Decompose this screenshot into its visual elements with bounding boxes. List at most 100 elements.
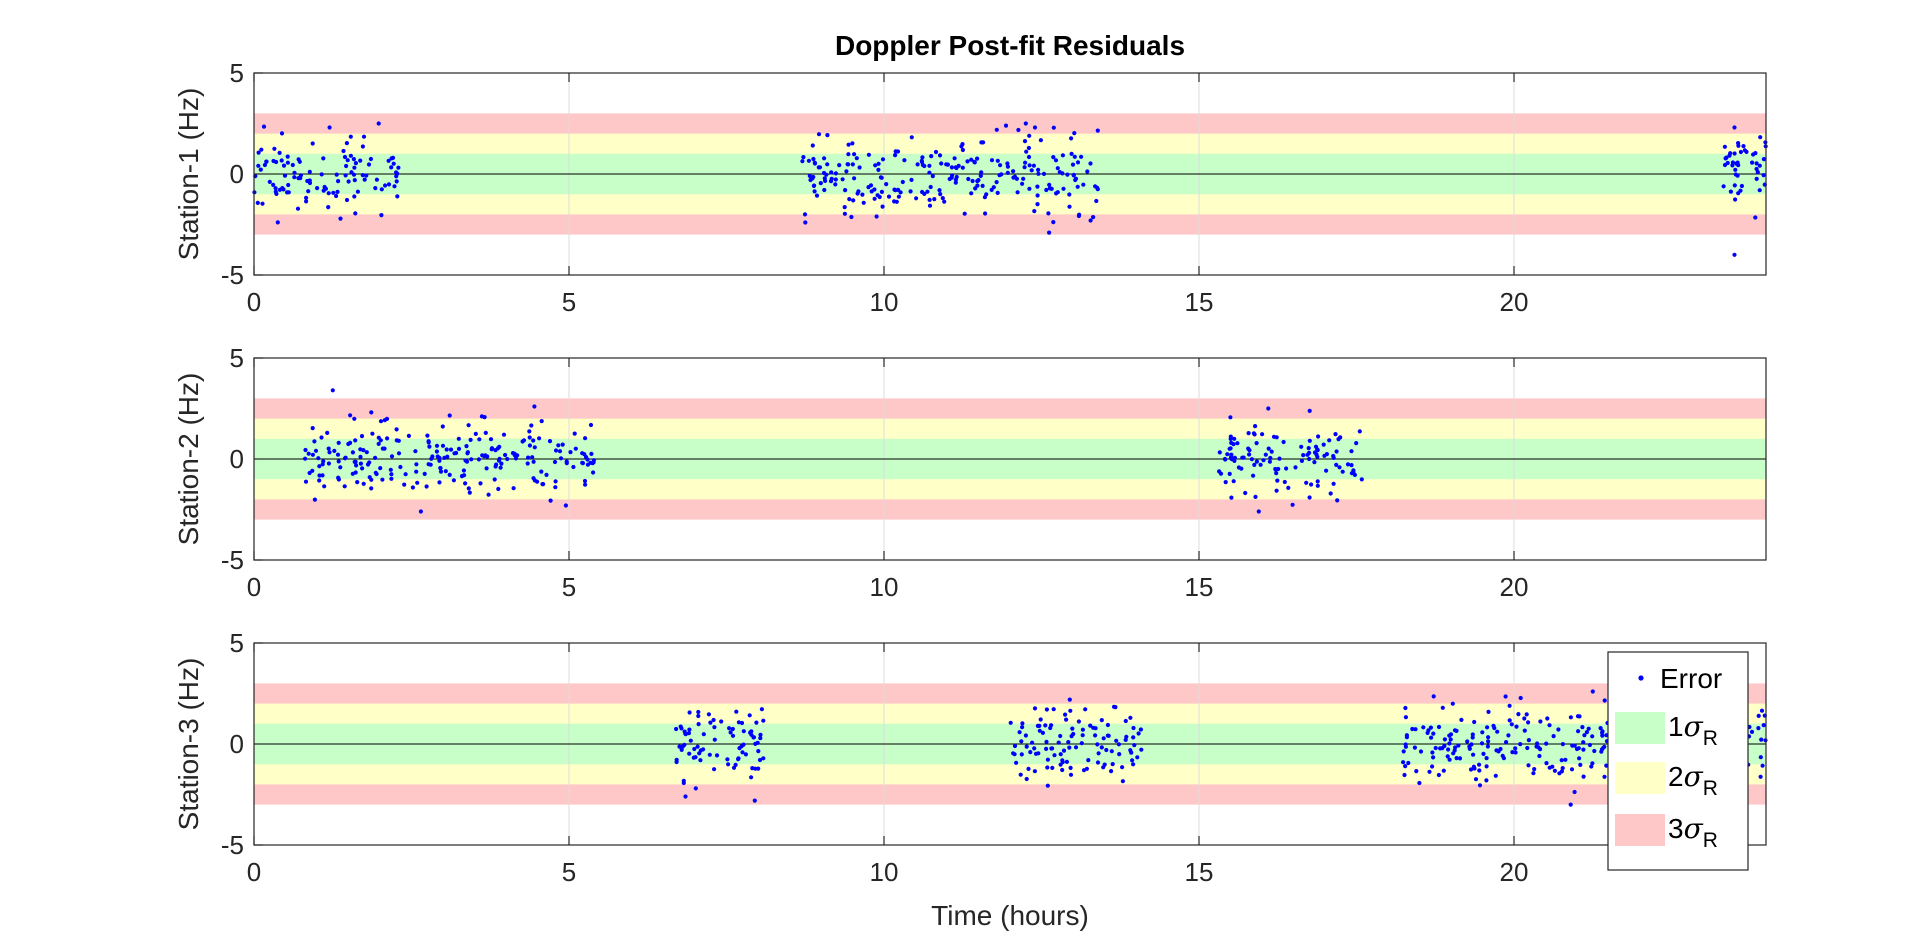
- error-point: [682, 729, 687, 734]
- error-point: [1249, 457, 1254, 462]
- error-point: [896, 194, 902, 199]
- error-point: [1091, 725, 1096, 730]
- error-point: [734, 709, 739, 714]
- error-point: [292, 175, 297, 180]
- x-tick-label: 15: [1185, 857, 1214, 887]
- error-point: [1756, 726, 1761, 731]
- error-point: [1307, 456, 1312, 462]
- error-point: [1485, 744, 1490, 749]
- error-point: [395, 171, 400, 176]
- error-point: [532, 445, 537, 450]
- error-point: [1514, 724, 1519, 729]
- error-point: [539, 469, 544, 474]
- error-point: [315, 186, 320, 191]
- error-point: [1050, 746, 1055, 751]
- error-point: [726, 762, 731, 767]
- error-point: [1045, 757, 1050, 762]
- error-point: [1079, 154, 1084, 159]
- error-point: [296, 176, 301, 181]
- error-point: [319, 435, 324, 440]
- error-point: [1734, 161, 1739, 166]
- error-point: [1070, 162, 1076, 167]
- error-point: [1753, 151, 1758, 156]
- error-point: [310, 468, 315, 473]
- error-point: [1066, 740, 1071, 745]
- error-point: [1582, 733, 1587, 738]
- error-point: [1069, 151, 1074, 156]
- error-point: [275, 220, 280, 225]
- error-point: [437, 458, 442, 463]
- error-point: [1447, 757, 1452, 762]
- error-point: [966, 176, 971, 182]
- error-point: [1559, 769, 1564, 774]
- error-point: [286, 182, 291, 188]
- error-point: [1340, 469, 1345, 474]
- error-point: [1525, 745, 1530, 751]
- error-point: [497, 456, 502, 461]
- error-point: [1334, 449, 1339, 454]
- error-point: [376, 435, 381, 440]
- error-point: [1132, 743, 1137, 748]
- error-point: [1080, 727, 1085, 732]
- x-tick-label: 20: [1500, 572, 1529, 602]
- error-point: [1055, 190, 1060, 195]
- error-point: [1334, 462, 1339, 467]
- error-point: [1020, 721, 1025, 726]
- error-point: [348, 153, 353, 158]
- error-point: [1581, 747, 1586, 752]
- error-point: [1266, 406, 1271, 411]
- error-point: [1491, 723, 1496, 728]
- error-point: [426, 462, 431, 467]
- error-point: [1590, 734, 1595, 739]
- error-point: [1035, 184, 1040, 189]
- legend-label: 1σR: [1668, 710, 1718, 750]
- error-point: [1023, 733, 1028, 738]
- error-point: [1738, 149, 1743, 155]
- error-point: [373, 455, 378, 460]
- error-point: [383, 183, 388, 188]
- legend-swatch: [1615, 814, 1665, 846]
- legend-label: 2σR: [1668, 760, 1718, 800]
- error-point: [818, 181, 823, 186]
- error-point: [749, 775, 754, 780]
- error-point: [1589, 764, 1594, 769]
- error-point: [1501, 756, 1506, 761]
- error-point: [846, 142, 851, 147]
- error-point: [1040, 730, 1045, 736]
- error-point: [306, 451, 311, 456]
- error-point: [1307, 450, 1312, 455]
- error-point: [807, 173, 812, 178]
- error-point: [1129, 750, 1134, 755]
- error-point: [969, 157, 974, 162]
- error-point: [814, 193, 820, 198]
- error-point: [1581, 740, 1586, 745]
- error-point: [1102, 762, 1107, 767]
- error-point: [415, 480, 420, 485]
- error-point: [825, 133, 830, 138]
- error-point: [751, 735, 757, 740]
- error-point: [1267, 459, 1272, 464]
- error-point: [1016, 127, 1021, 133]
- error-point: [1307, 408, 1312, 413]
- error-point: [1019, 739, 1024, 744]
- error-point: [348, 134, 353, 139]
- error-point: [876, 167, 881, 172]
- error-point: [756, 749, 761, 754]
- error-point: [307, 178, 312, 183]
- error-point: [361, 481, 366, 486]
- error-point: [733, 762, 738, 768]
- error-point: [852, 176, 857, 181]
- error-point: [1232, 436, 1237, 441]
- error-point: [1433, 745, 1438, 751]
- error-point: [1058, 752, 1063, 757]
- error-point: [972, 159, 977, 164]
- error-point: [351, 172, 357, 177]
- error-point: [1728, 151, 1733, 156]
- error-point: [358, 461, 363, 466]
- error-point: [1060, 153, 1065, 158]
- error-point: [928, 184, 933, 190]
- error-point: [1560, 766, 1565, 771]
- error-point: [395, 194, 400, 199]
- error-point: [1254, 459, 1259, 464]
- error-point: [1403, 715, 1408, 720]
